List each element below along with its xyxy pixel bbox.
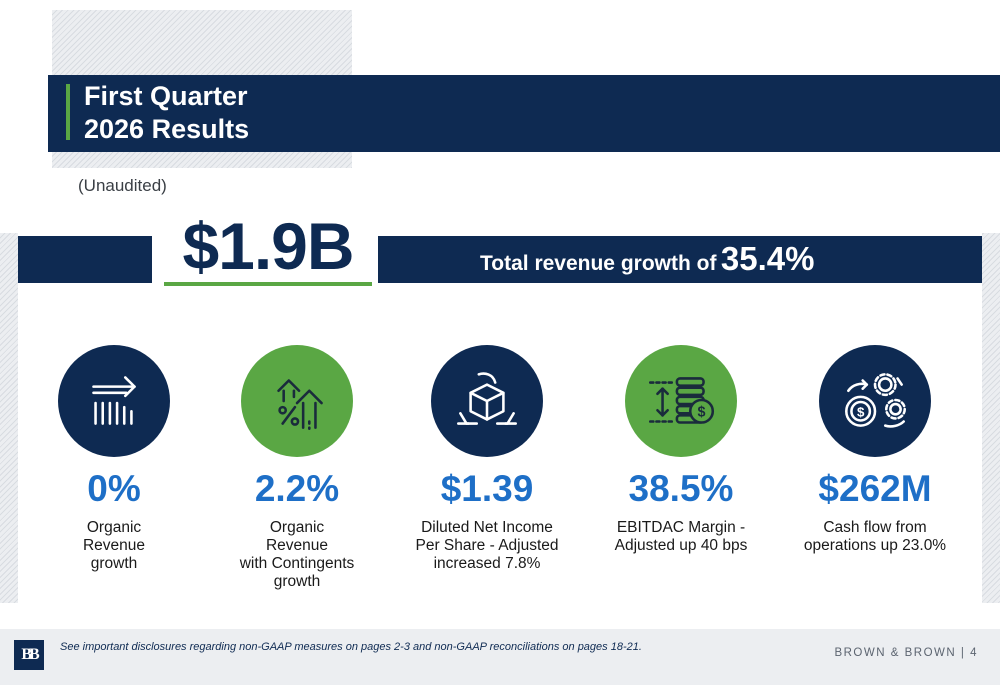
non-gaap-disclosure: See important disclosures regarding non-…: [60, 641, 642, 653]
metric-icon-circle: [241, 345, 353, 457]
metric-desc-line: operations up 23.0%: [803, 537, 947, 554]
brand-page-footer: BROWN & BROWN | 4: [834, 647, 978, 659]
metric-value: $262M: [818, 468, 932, 509]
revenue-banner-right: [378, 236, 982, 283]
metric-value: $1.39: [440, 468, 534, 509]
title-accent-bar: [66, 84, 70, 140]
hands-cube-icon: [457, 372, 517, 425]
metric-icon-circle: $: [625, 345, 737, 457]
page-title: First Quarter 2026 Results: [84, 80, 249, 146]
metric-diluted-net-income: $1.39 Diluted Net Income Per Share - Adj…: [387, 345, 587, 572]
metric-desc-line: EBITDAC Margin -: [616, 519, 746, 536]
metric-desc-line: Revenue: [265, 537, 329, 554]
metric-desc-line: with Contingents: [239, 555, 355, 572]
metric-desc-line: growth: [273, 573, 321, 590]
metric-value: 0%: [87, 468, 141, 509]
company-logo: BB: [14, 640, 44, 670]
coin-stack-margin-icon: $: [648, 377, 715, 424]
revenue-growth-value: 35.4%: [720, 240, 815, 277]
metric-desc-line: Per Share - Adjusted: [415, 537, 559, 554]
brand-name: BROWN & BROWN: [834, 647, 957, 659]
revenue-banner-left: [18, 236, 152, 283]
metric-value: 2.2%: [254, 468, 340, 509]
revenue-growth-label: Total revenue growth of: [480, 252, 717, 275]
unaudited-note: (Unaudited): [78, 176, 167, 195]
metric-desc-line: Organic: [269, 519, 325, 536]
percent-growth-arrows-icon: [277, 379, 323, 430]
brand-separator: |: [960, 647, 966, 659]
arrow-bars-icon: [92, 376, 136, 425]
metric-description: Cash flow from operations up 23.0%: [775, 519, 975, 555]
page-title-line2: 2026 Results: [84, 114, 250, 144]
footer-bar: [0, 629, 1000, 685]
metric-description: Organic Revenue growth: [14, 519, 214, 573]
metric-desc-line: Cash flow from: [823, 519, 927, 536]
revenue-underline: [164, 282, 372, 286]
total-revenue-value: $1.9B: [182, 209, 354, 283]
metric-desc-line: Organic: [86, 519, 142, 536]
cash-gears-icon: $: [845, 373, 907, 428]
metric-organic-revenue-contingents: 2.2% Organic Revenue with Contingents gr…: [197, 345, 397, 590]
metric-description: EBITDAC Margin - Adjusted up 40 bps: [581, 519, 781, 555]
metric-desc-line: Adjusted up 40 bps: [614, 537, 748, 554]
metric-value: 38.5%: [628, 468, 734, 509]
metric-description: Organic Revenue with Contingents growth: [197, 519, 397, 591]
metric-icon-circle: [58, 345, 170, 457]
metric-desc-line: Revenue: [82, 537, 146, 554]
title-banner: [48, 75, 1000, 152]
metric-description: Diluted Net Income Per Share - Adjusted …: [387, 519, 587, 573]
metric-desc-line: growth: [90, 555, 138, 572]
page-title-line1: First Quarter: [84, 81, 248, 111]
svg-text:$: $: [698, 404, 706, 420]
metric-icon-circle: [431, 345, 543, 457]
metric-cash-flow: $ $262M Cash flow from operations up 23.…: [775, 345, 975, 554]
metric-organic-revenue: 0% Organic Revenue growth: [14, 345, 214, 572]
metric-icon-circle: $: [819, 345, 931, 457]
metric-ebitdac-margin: $ 38.5% EBITDAC Margin - Adjusted up 40 …: [581, 345, 781, 554]
svg-text:$: $: [857, 404, 865, 419]
revenue-growth-statement: Total revenue growth of 35.4%: [480, 240, 815, 278]
metric-desc-line: Diluted Net Income: [421, 519, 553, 536]
metric-desc-line: increased 7.8%: [433, 555, 541, 572]
page-number: 4: [970, 647, 978, 659]
